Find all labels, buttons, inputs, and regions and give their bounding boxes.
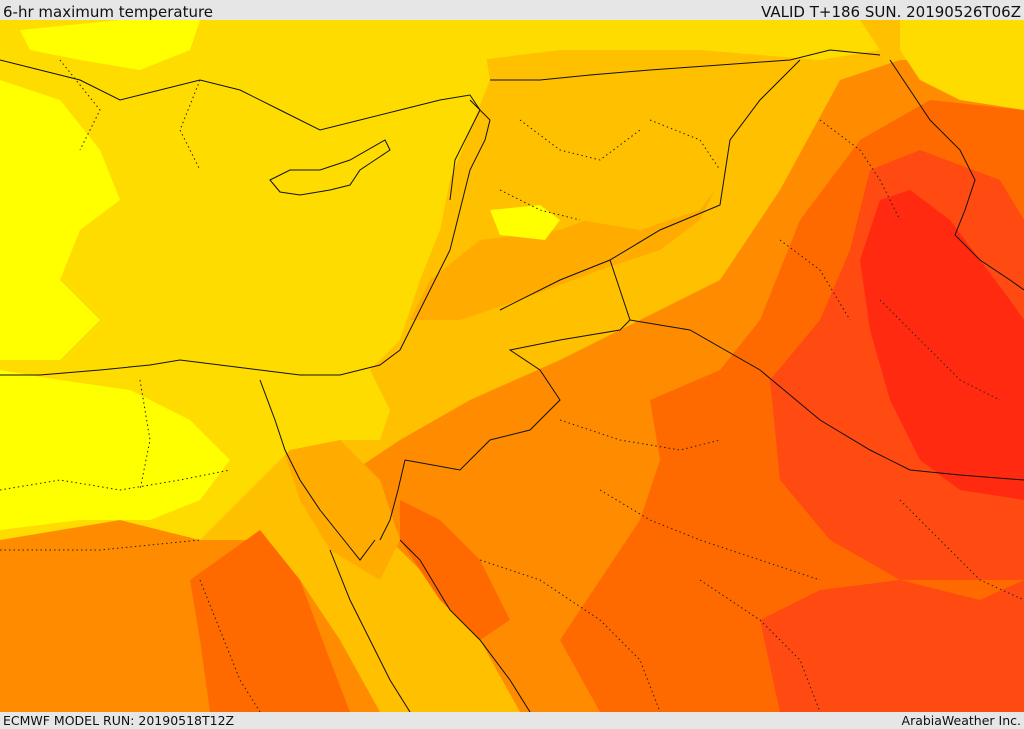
province-line [559, 419, 721, 451]
fill-gold-med [0, 20, 490, 380]
border-turkey-syria [490, 49, 881, 81]
coastline-levant [0, 99, 491, 376]
province-border-layer [0, 59, 1024, 712]
fill-red [860, 190, 1024, 500]
border-syria-iraq [499, 59, 801, 311]
fill-orange-dark-west [190, 530, 350, 712]
coastline-redsea-east [399, 539, 531, 712]
province-line [699, 579, 821, 712]
border-iraq-iran [889, 59, 1024, 291]
fill-orange-light [410, 150, 720, 320]
province-line [59, 59, 101, 151]
coastline-aqaba [379, 459, 406, 541]
footer-bar: ECMWF MODEL RUN: 20190518T12Z ArabiaWeat… [0, 712, 1024, 729]
province-line [819, 119, 901, 221]
fill-yellow-aegean [20, 20, 200, 70]
border-jordan-saudi [404, 259, 631, 471]
map-title: 6-hr maximum temperature [3, 3, 214, 21]
fill-amber-north [470, 50, 840, 230]
fill-yellow-west [0, 80, 120, 360]
province-line [879, 299, 1001, 401]
temperature-map[interactable] [0, 20, 1024, 712]
province-line [499, 189, 581, 221]
province-line [779, 239, 851, 321]
temperature-map-canvas [0, 20, 1024, 712]
fill-red-orange-south [760, 580, 1024, 712]
header-bar: 6-hr maximum temperature VALID T+186 SUN… [0, 0, 1024, 22]
temperature-fill-layer [0, 20, 1024, 712]
coastline-redsea-west [329, 549, 411, 712]
coastline-anatolia [0, 59, 481, 201]
province-line [0, 469, 231, 491]
fill-orange-dark-jordan [400, 500, 510, 640]
province-line [199, 579, 261, 712]
fill-yellow-syria [490, 205, 560, 240]
fill-gold-north [480, 20, 880, 60]
border-iraq-saudi [629, 319, 1024, 481]
fill-yellow-egypt [0, 370, 230, 530]
fill-orange-light-sinai [280, 440, 400, 580]
province-line [0, 539, 201, 551]
coastline-suez [259, 379, 376, 561]
province-line [479, 559, 661, 712]
valid-time: VALID T+186 SUN. 20190526T06Z [761, 3, 1021, 21]
province-line [899, 499, 1024, 601]
model-run: ECMWF MODEL RUN: 20190518T12Z [3, 713, 235, 728]
credit: ArabiaWeather Inc. [901, 713, 1021, 728]
province-line [139, 379, 151, 491]
island-cyprus [269, 139, 391, 196]
province-line [649, 119, 721, 171]
fill-gold-ne [900, 20, 1024, 110]
coastline-border-layer [0, 49, 1024, 712]
